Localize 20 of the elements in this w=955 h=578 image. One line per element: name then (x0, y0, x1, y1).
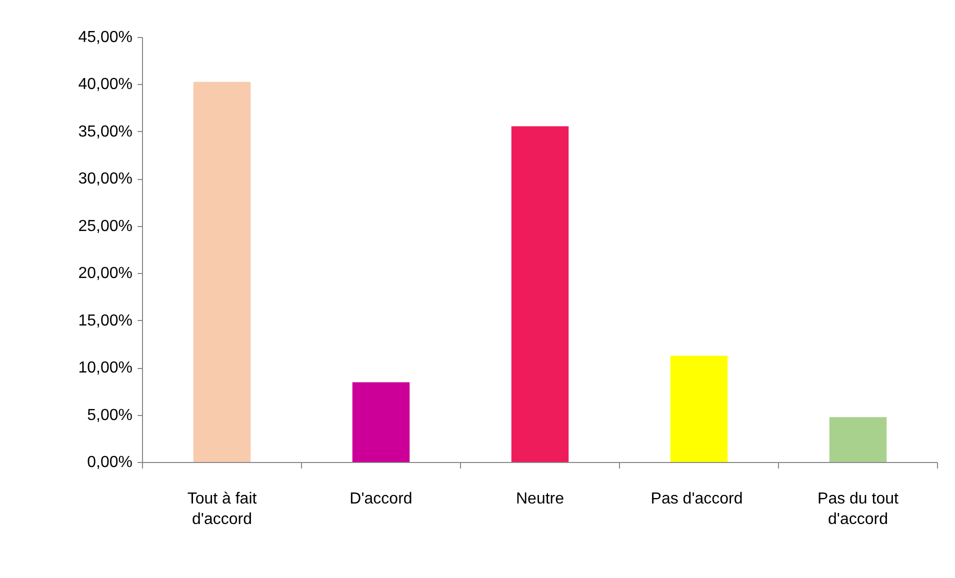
y-tick-label: 45,00% (78, 29, 132, 46)
y-tick-label: 5,00% (87, 406, 133, 424)
x-tick-label: Pas du tout d'accord (818, 490, 900, 528)
y-tick-label: 30,00% (78, 170, 132, 188)
x-tick-label: Pas d'accord (650, 490, 743, 508)
y-tick-label: 40,00% (78, 76, 132, 94)
x-tick-label: Tout à fait d'accord (187, 490, 258, 528)
y-tick-label: 35,00% (78, 123, 132, 140)
y-tick-label: 15,00% (78, 312, 132, 330)
y-tick-label: 20,00% (78, 265, 132, 282)
bar (829, 417, 887, 462)
bar (193, 82, 251, 462)
bar (352, 382, 410, 462)
bar (511, 126, 569, 462)
y-tick-label: 25,00% (78, 218, 132, 235)
x-tick-label: D'accord (350, 490, 412, 508)
x-tick-label: Neutre (516, 490, 564, 508)
y-tick-label: 0,00% (87, 454, 133, 471)
y-tick-label: 10,00% (78, 360, 132, 377)
bar (670, 356, 728, 462)
